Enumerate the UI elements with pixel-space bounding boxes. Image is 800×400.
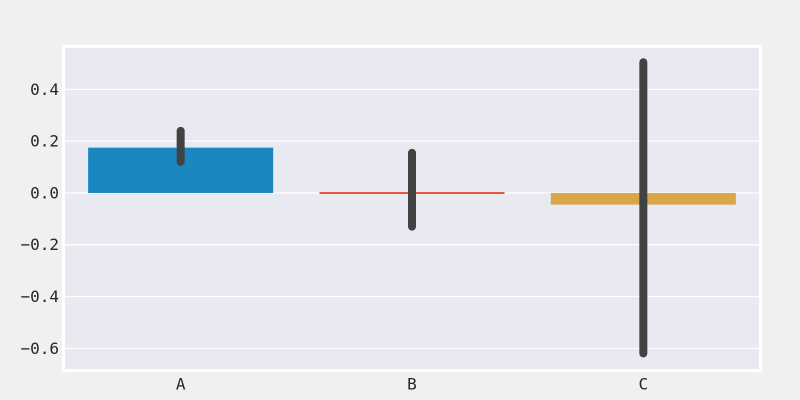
x-tick-label-a: A (176, 375, 186, 394)
x-tick-label-c: C (639, 375, 649, 394)
y-tick-label: −0.4 (20, 287, 59, 306)
y-tick-label: 0.4 (30, 80, 59, 99)
y-tick-label: −0.6 (20, 339, 59, 358)
y-tick-label: 0.2 (30, 132, 59, 151)
x-tick-label-b: B (407, 375, 417, 394)
y-tick-label: −0.2 (20, 235, 59, 254)
y-tick-labels: 0.4 0.2 0.0 −0.2 −0.4 −0.6 (20, 80, 59, 358)
y-tick-label: 0.0 (30, 183, 59, 202)
error-bars (176, 58, 648, 358)
x-tick-labels: A B C (176, 375, 648, 394)
